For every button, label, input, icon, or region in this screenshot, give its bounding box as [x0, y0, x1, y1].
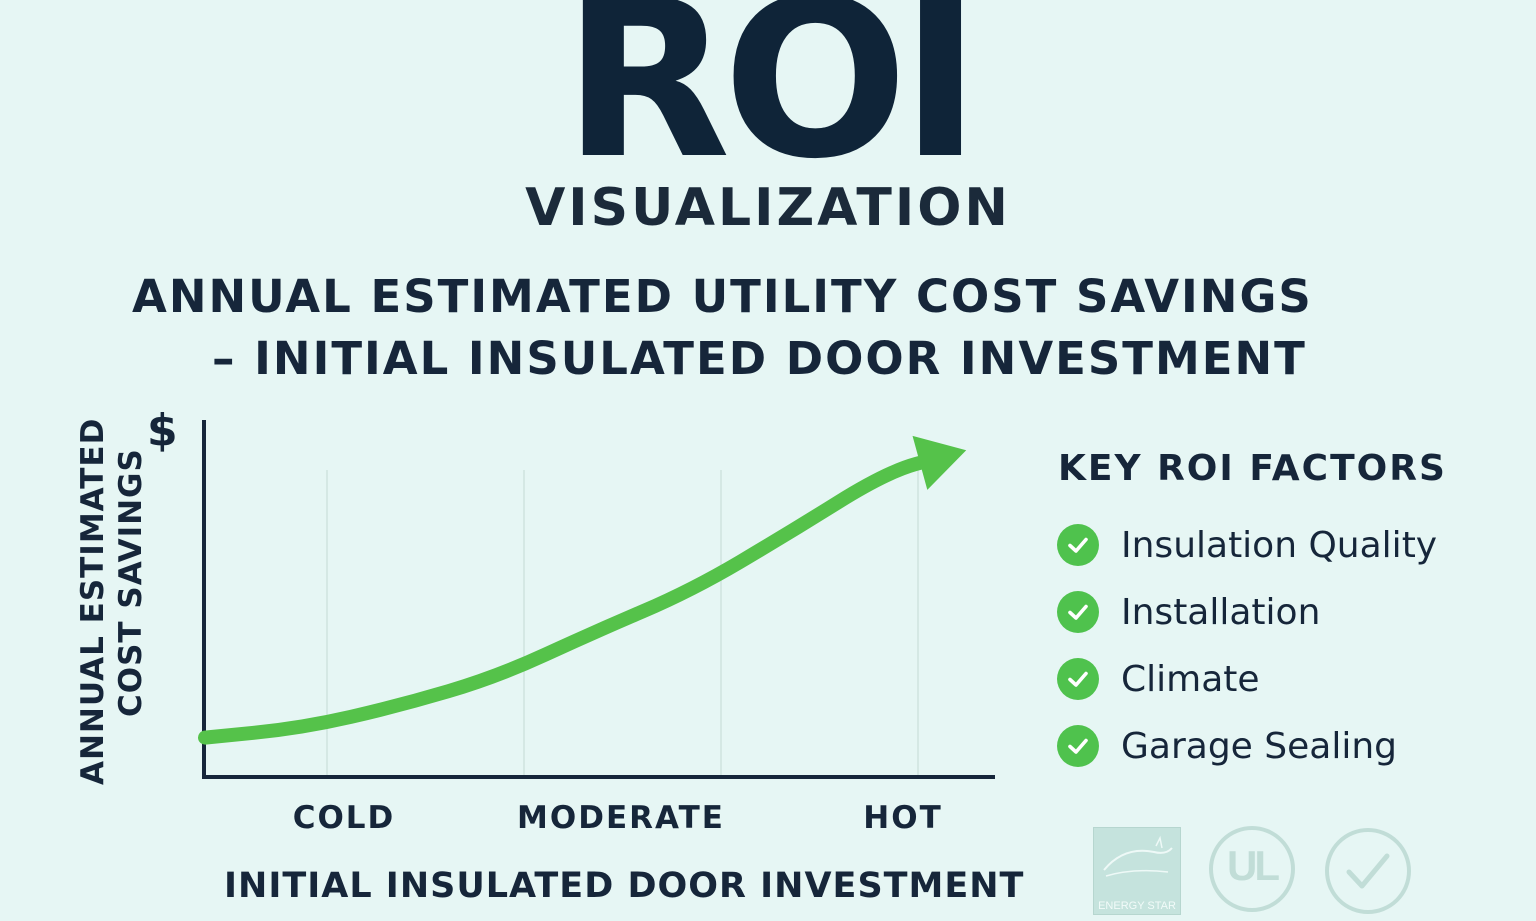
x-tick-label: HOT: [863, 800, 942, 836]
check-circle-icon: [1057, 658, 1099, 700]
factor-item-climate: Climate: [1057, 657, 1260, 701]
check-circle-icon: [1057, 524, 1099, 566]
roi-chart: COLD MODERATE HOT: [198, 420, 995, 836]
factors-heading: KEY ROI FACTORS: [1058, 448, 1447, 489]
energy-star-badge: ENERGY STAR: [1093, 827, 1181, 915]
page-subtitle: VISUALIZATION: [525, 178, 1011, 238]
check-circle-icon: [1057, 591, 1099, 633]
factor-label: Installation: [1121, 591, 1321, 633]
y-axis-unit-symbol: $: [147, 405, 178, 456]
energy-star-label: ENERGY STAR: [1098, 900, 1176, 912]
page-title: ROI: [562, 0, 981, 207]
ul-label: UL: [1227, 842, 1280, 889]
factor-item-installation: Installation: [1057, 590, 1320, 634]
certified-check-badge: [1325, 828, 1411, 914]
factor-item-insulation-quality: Insulation Quality: [1057, 523, 1437, 567]
x-tick-label: MODERATE: [517, 800, 725, 836]
check-icon: [1346, 853, 1390, 889]
ul-badge: UL: [1209, 826, 1295, 912]
chart-title-line-2: – INITIAL INSULATED DOOR INVESTMENT: [212, 332, 1307, 385]
trend-arrow-head: [912, 435, 967, 490]
energy-star-logo-icon: [1103, 835, 1173, 877]
factor-label: Insulation Quality: [1121, 524, 1438, 566]
factor-label: Climate: [1121, 658, 1260, 700]
x-tick-label: COLD: [293, 800, 396, 836]
factor-item-garage-sealing: Garage Sealing: [1057, 724, 1397, 768]
savings-trend-line: [198, 449, 952, 745]
chart-title-line-1: ANNUAL ESTIMATED UTILITY COST SAVINGS: [132, 270, 1313, 323]
check-circle-icon: [1057, 725, 1099, 767]
factor-label: Garage Sealing: [1121, 725, 1397, 767]
x-axis-label: INITIAL INSULATED DOOR INVESTMENT: [224, 866, 1025, 906]
